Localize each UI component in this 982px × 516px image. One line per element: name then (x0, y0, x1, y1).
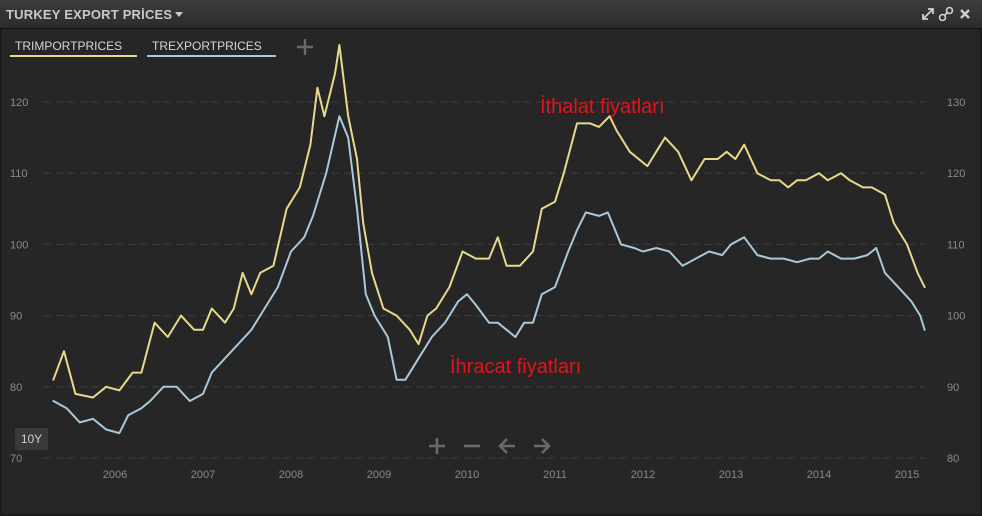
zoom-out-icon[interactable] (461, 435, 483, 457)
chart-panel (2, 29, 980, 514)
tab-trimportprices[interactable]: TRIMPORTPRICES (10, 37, 137, 57)
x-tick-label: 2012 (631, 469, 655, 481)
caret-down-icon (175, 12, 184, 17)
y-left-tick-label: 120 (10, 97, 28, 109)
window-titlebar: TURKEY EXPORT PRİCES (0, 0, 982, 29)
window-title-dropdown[interactable]: TURKEY EXPORT PRİCES (6, 7, 184, 22)
x-tick-label: 2008 (279, 469, 303, 481)
series-line-trexportprices (52, 115, 926, 435)
series-lines (52, 44, 926, 435)
x-tick-label: 2011 (543, 469, 567, 481)
y-right-ticks: 80 90 100 110 120 130 (947, 97, 965, 465)
pan-right-icon[interactable] (531, 435, 553, 457)
x-ticks: 2006 2007 2008 2009 2010 2011 2012 2013 2014 2015 (103, 469, 919, 481)
tab-label: TREXPORTPRICES (152, 39, 262, 53)
x-tick-label: 2015 (895, 469, 919, 481)
series-line-trimportprices (52, 44, 926, 399)
x-tick-label: 2010 (455, 469, 479, 481)
tab-label: TRIMPORTPRICES (15, 39, 123, 53)
tab-underline (10, 55, 137, 57)
x-tick-label: 2006 (103, 469, 127, 481)
x-tick-label: 2007 (191, 469, 215, 481)
y-right-tick-label: 110 (947, 239, 965, 251)
zoom-in-icon[interactable] (426, 435, 448, 457)
link-icon[interactable] (938, 6, 954, 22)
y-left-tick-label: 70 (10, 453, 22, 465)
y-left-tick-label: 80 (10, 382, 22, 394)
y-right-tick-label: 120 (947, 168, 965, 180)
tab-underline (147, 55, 276, 57)
x-tick-label: 2014 (807, 469, 831, 481)
close-icon[interactable] (957, 6, 973, 22)
grid (44, 101, 924, 459)
expand-icon[interactable] (920, 6, 936, 22)
x-tick-label: 2009 (367, 469, 391, 481)
annotation-label: İhracat fiyatları (450, 355, 581, 378)
y-left-tick-label: 90 (10, 311, 22, 323)
y-right-tick-label: 130 (947, 97, 965, 109)
y-right-tick-label: 80 (947, 453, 959, 465)
range-10y-button[interactable]: 10Y (15, 428, 48, 450)
add-series-icon[interactable] (294, 36, 316, 58)
pan-left-icon[interactable] (496, 435, 518, 457)
y-left-tick-label: 100 (10, 239, 28, 251)
window-title: TURKEY EXPORT PRİCES (6, 7, 173, 22)
annotation-label: İthalat fiyatları (540, 95, 665, 118)
y-left-ticks: 70 80 90 100 110 120 (10, 97, 28, 465)
y-right-tick-label: 100 (947, 311, 965, 323)
y-left-tick-label: 110 (10, 168, 28, 180)
annotations: İthalat fiyatları İhracat fiyatları (450, 95, 665, 378)
tab-trexportprices[interactable]: TREXPORTPRICES (147, 37, 276, 57)
y-right-tick-label: 90 (947, 382, 959, 394)
x-tick-label: 2013 (719, 469, 743, 481)
